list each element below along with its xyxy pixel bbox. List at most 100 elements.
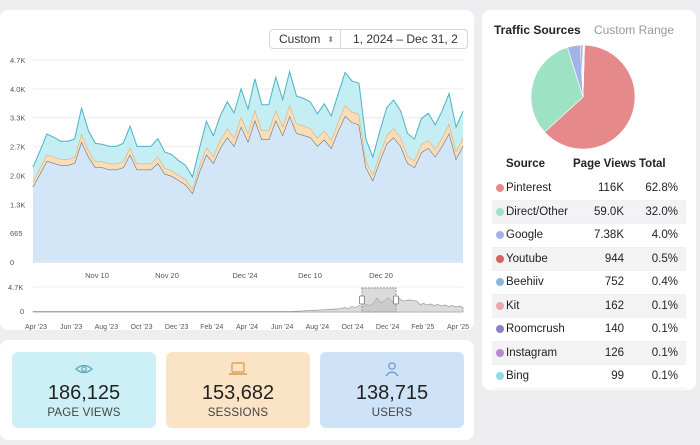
legend-swatch [496, 301, 504, 310]
y-tick-label: 4.7K [10, 56, 25, 65]
legend-swatch [496, 184, 504, 192]
source-name: Pinterest [506, 182, 552, 194]
legend-swatch [496, 325, 504, 333]
x-tick-label: Apr '25 [447, 324, 469, 331]
source-page-views: 7.38K [593, 229, 624, 241]
users-label: USERS [371, 407, 413, 419]
source-total: 32.0% [645, 205, 678, 218]
users-value: 138,715 [355, 382, 429, 404]
source-row[interactable]: Youtube 944 0.5% [492, 247, 686, 271]
source-total: 0.1% [651, 370, 678, 382]
x-tick-label: Nov 10 [85, 271, 109, 280]
custom-range-button[interactable]: Custom Range [593, 23, 674, 37]
series-area[interactable] [33, 115, 463, 262]
page-views-area-chart[interactable]: 0 665 1.3K 2.0K 2.7K 3.3K 4.0K 4.7K Nov 10 Nov 2… [0, 10, 474, 330]
x-tick-label: Dec 20 [369, 271, 393, 280]
source-name: Bing [506, 370, 530, 382]
traffic-sources-title: Traffic Sources [494, 23, 581, 37]
x-tick-label: Jun '24 [271, 324, 293, 331]
source-row[interactable]: Kit 162 0.1% [492, 294, 686, 318]
source-page-views: 116K [597, 182, 624, 194]
select-chevron-icon: ⬍ [327, 34, 335, 44]
users-stat: 138,715 USERS [320, 352, 464, 428]
source-name: Direct/Other [506, 205, 568, 218]
source-row[interactable]: Pinterest 116K 62.8% [492, 177, 686, 201]
sessions-stat: 153,682 SESSIONS [166, 352, 310, 428]
x-tick-label: Jun '23 [60, 324, 82, 331]
source-name: Roomcrush [506, 323, 565, 335]
legend-swatch [496, 372, 504, 380]
y-tick-label: 1.3K [10, 200, 25, 209]
source-total: 62.8% [645, 182, 678, 194]
sessions-value: 153,682 [201, 382, 275, 404]
source-name: Instagram [506, 346, 558, 359]
source-row[interactable]: Bing 99 0.1% [492, 365, 686, 389]
column-header-total[interactable]: Total [639, 158, 666, 170]
y-tick-label: 2.0K [10, 171, 25, 180]
x-tick-label: Dec 10 [298, 271, 322, 280]
page-views-label: PAGE VIEWS [47, 407, 121, 419]
source-name: Kit [506, 299, 520, 312]
x-tick-label: Oct '24 [342, 324, 364, 331]
y-tick-label: 0 [20, 307, 24, 316]
source-page-views: 99 [611, 370, 624, 382]
pie-slice[interactable] [544, 44, 636, 150]
traffic-sources-card: Traffic Sources Custom Range Source Page… [482, 10, 696, 390]
laptop-icon [229, 362, 247, 375]
series-area[interactable] [33, 71, 463, 189]
source-name: Beehiiv [506, 276, 544, 288]
source-row[interactable]: Roomcrush 140 0.1% [492, 318, 686, 342]
y-tick-label: 0 [10, 258, 14, 267]
x-tick-label: Dec '24 [376, 324, 400, 331]
traffic-chart-card: Custom ⬍ 1, 2024 – Dec 31, 2 0 665 1.3K 2.0… [0, 10, 474, 332]
user-icon [385, 362, 399, 377]
source-page-views: 140 [604, 323, 624, 335]
y-tick-label: 2.7K [10, 143, 25, 152]
range-select-value: Custom [279, 32, 321, 46]
x-tick-label: Apr '23 [25, 324, 47, 331]
column-header-page-views[interactable]: Page Views [573, 158, 637, 170]
navigator-handle[interactable] [393, 295, 399, 305]
legend-swatch [496, 254, 504, 263]
x-tick-label: Feb '25 [411, 324, 434, 331]
pie-slice[interactable] [582, 44, 585, 98]
source-name: Youtube [506, 252, 548, 265]
legend-swatch [496, 348, 504, 357]
source-page-views: 162 [604, 299, 624, 312]
y-tick-label: 4.0K [10, 85, 25, 94]
date-range-input[interactable]: 1, 2024 – Dec 31, 2 [340, 29, 468, 49]
source-page-views: 752 [604, 276, 624, 288]
x-tick-label: Feb '24 [200, 324, 223, 331]
source-row[interactable]: Direct/Other 59.0K 32.0% [492, 200, 686, 224]
range-select[interactable]: Custom ⬍ [269, 29, 341, 49]
source-total: 0.1% [651, 323, 678, 335]
summary-stats-card: 186,125 PAGE VIEWS 153,682 SESSIONS 138,… [0, 340, 474, 440]
x-tick-label: Oct '23 [131, 324, 153, 331]
timeline-navigator[interactable]: 4.7K 0 Apr '23 Jun '23 Aug '23 Oct '23 Dec '2… [0, 272, 474, 332]
source-row[interactable]: Beehiiv 752 0.4% [492, 271, 686, 295]
source-total: 0.4% [651, 276, 678, 288]
x-tick-label: Aug '23 [95, 324, 119, 331]
navigator-handle[interactable] [359, 295, 365, 305]
source-page-views: 944 [604, 252, 624, 265]
source-row[interactable]: Instagram 126 0.1% [492, 341, 686, 365]
navigator-selection[interactable] [361, 287, 397, 313]
y-tick-label: 4.7K [8, 283, 23, 292]
y-tick-label: 665 [10, 229, 23, 238]
source-total: 0.5% [651, 252, 678, 265]
x-tick-label: Nov 20 [155, 271, 179, 280]
x-tick-label: Dec '23 [165, 324, 189, 331]
legend-swatch [496, 231, 504, 239]
page-views-value: 186,125 [47, 382, 121, 404]
pie-slice[interactable] [530, 46, 584, 133]
series-line [32, 69, 464, 179]
source-total: 0.1% [651, 299, 678, 312]
sessions-label: SESSIONS [207, 407, 269, 419]
page-views-stat: 186,125 PAGE VIEWS [12, 352, 156, 428]
source-page-views: 126 [604, 346, 624, 359]
traffic-sources-pie-chart[interactable] [530, 44, 636, 150]
column-header-source[interactable]: Source [506, 158, 545, 170]
source-page-views: 59.0K [593, 205, 624, 218]
source-row[interactable]: Google 7.38K 4.0% [492, 224, 686, 248]
x-tick-label: Dec '24 [232, 271, 257, 280]
